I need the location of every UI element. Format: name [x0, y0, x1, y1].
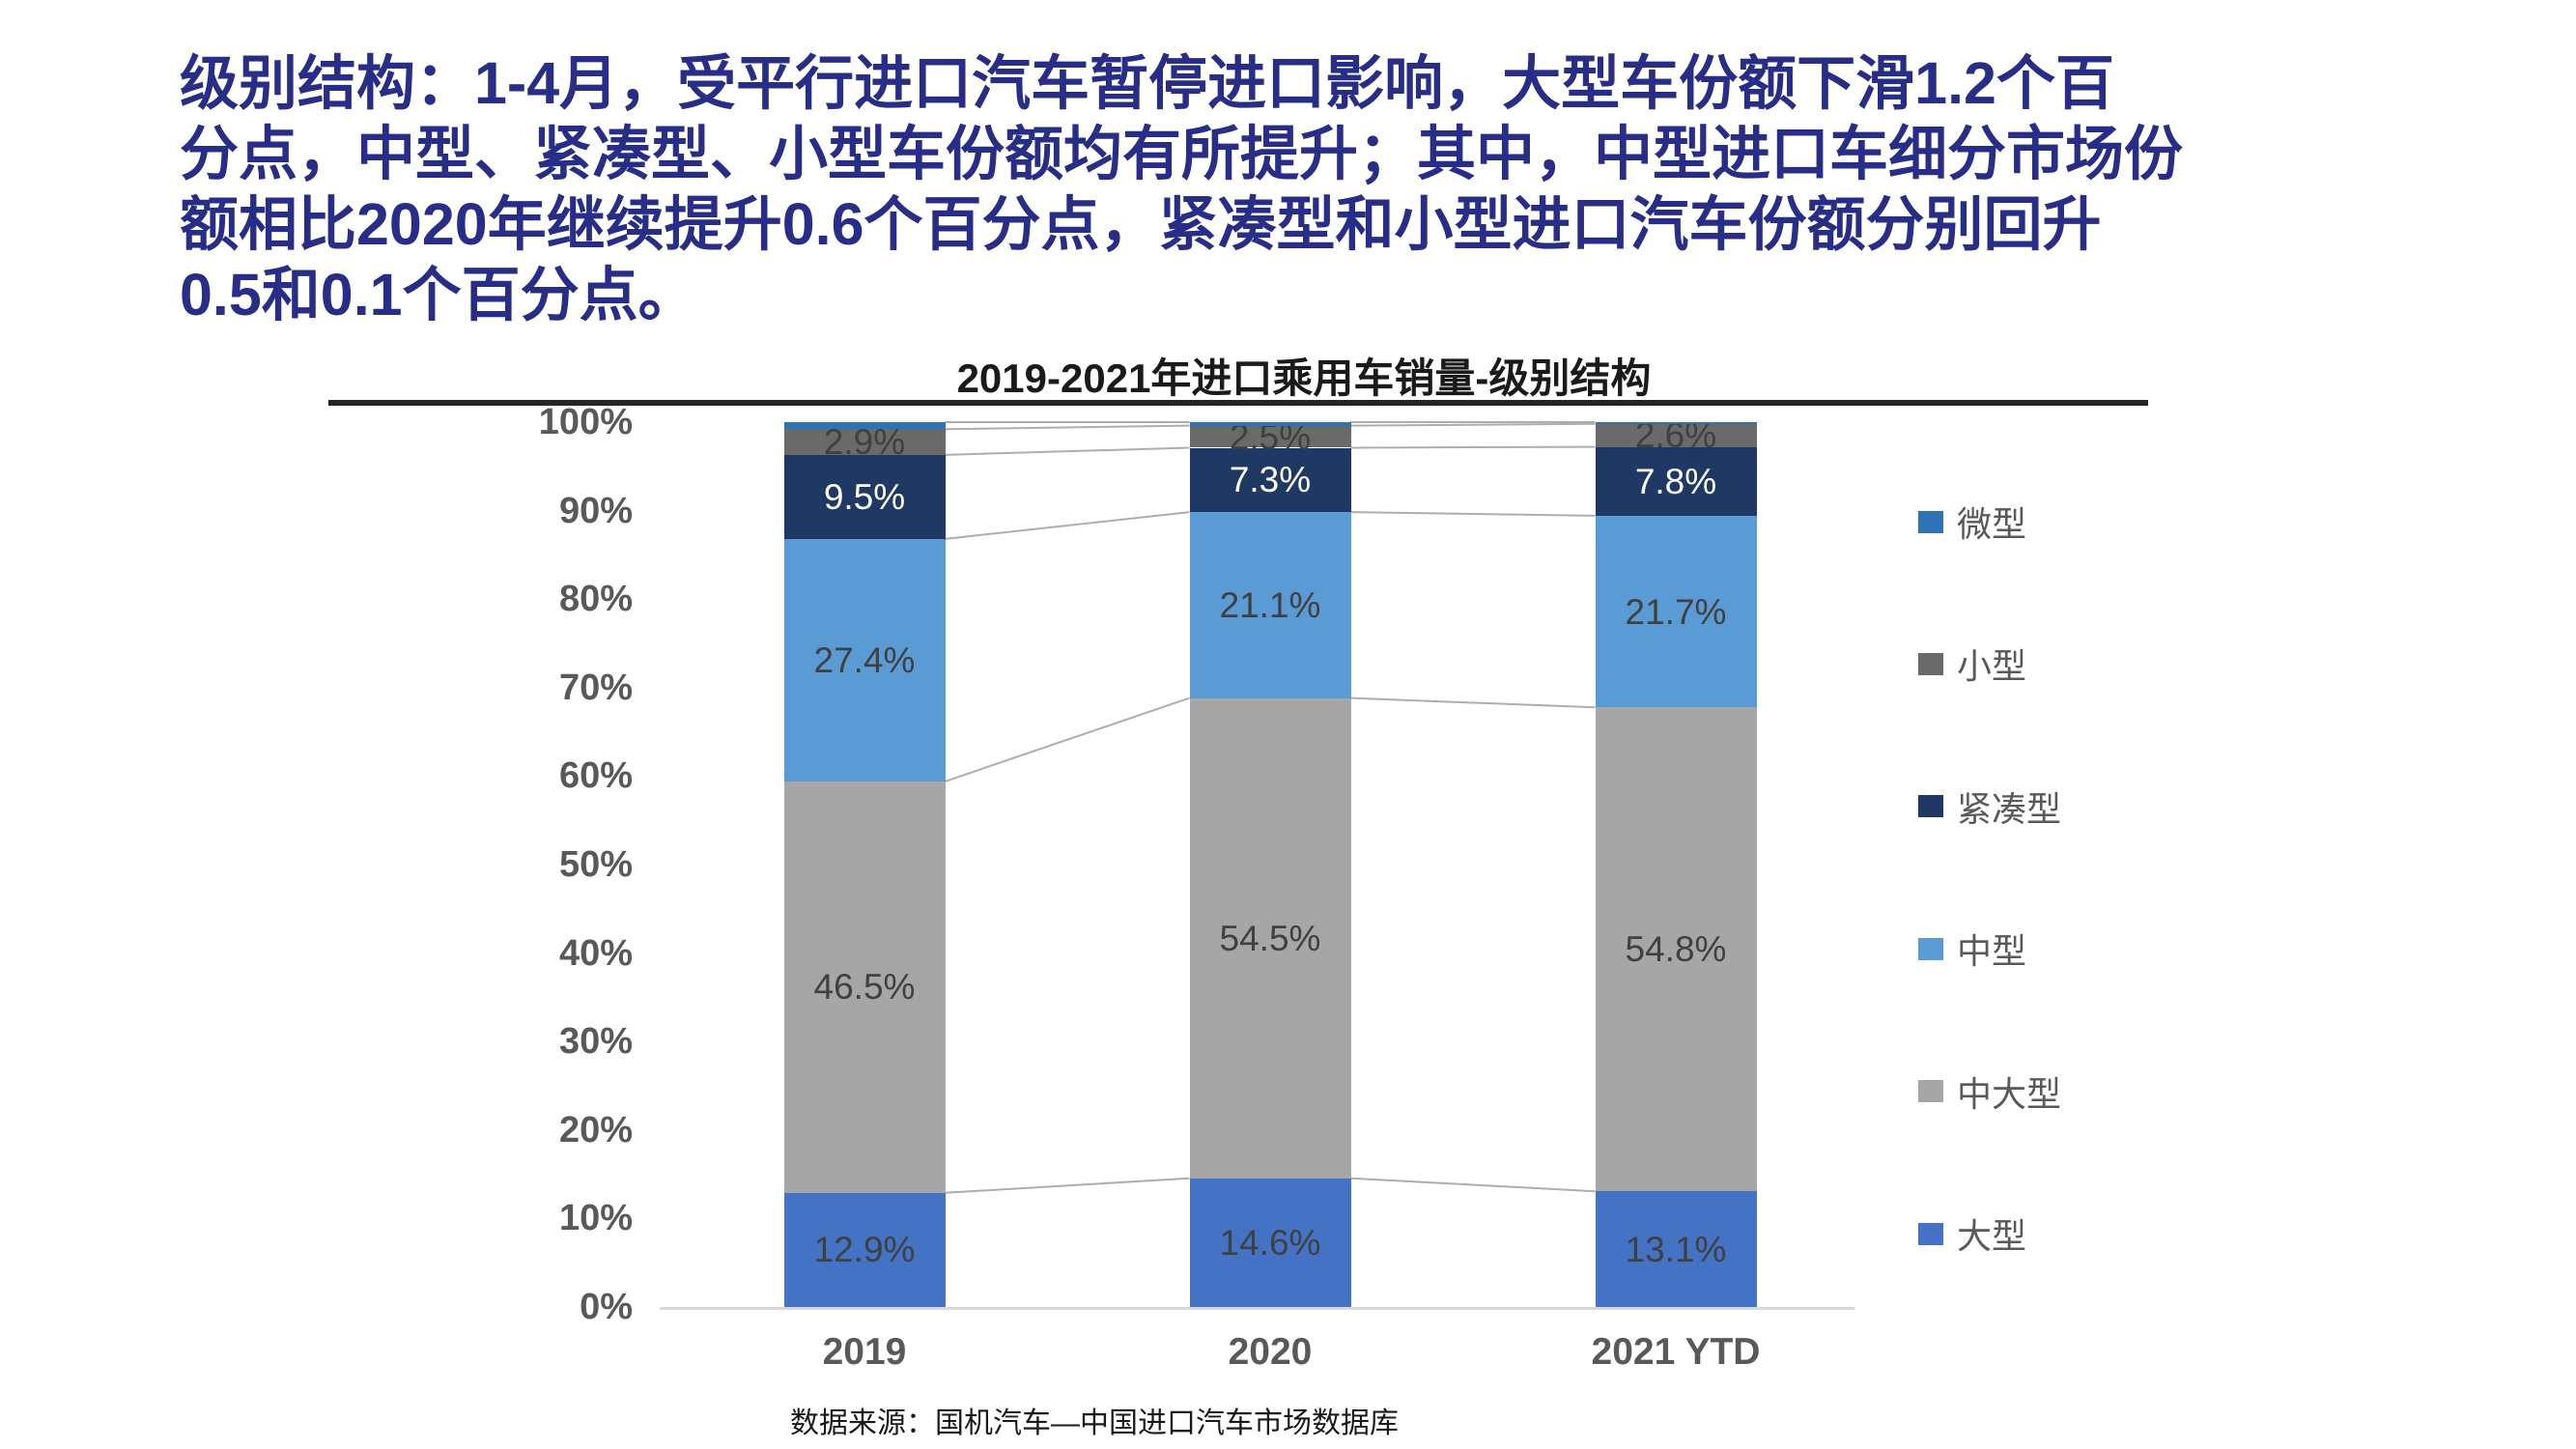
- series-connector-line: [945, 696, 1190, 782]
- data-label: 14.6%: [1219, 1222, 1321, 1263]
- data-label: 9.5%: [823, 476, 906, 517]
- x-axis-category-label: 2020: [1228, 1331, 1313, 1373]
- data-label: 7.3%: [1229, 460, 1312, 500]
- y-axis-tick-label: 20%: [558, 1109, 633, 1151]
- bar-segment: 13.1%: [1595, 1191, 1757, 1307]
- legend-label: 中型: [1957, 931, 2027, 972]
- bar-segment: 21.1%: [1189, 512, 1351, 698]
- series-connector-line: [1350, 445, 1596, 449]
- y-axis-tick-label: 0%: [580, 1287, 633, 1327]
- series-connector-line: [1350, 696, 1596, 709]
- headline-line-3: 额相比2020年继续提升0.6个百分点，紧凑型和小型进口汽车份额分别回升: [180, 191, 2102, 257]
- headline: 级别结构：1-4月，受平行进口汽车暂停进口影响，大型车份额下滑1.2个百 分点，…: [180, 48, 2498, 330]
- headline-line-4: 0.5和0.1个百分点。: [180, 262, 697, 327]
- bar-segment: 7.3%: [1189, 447, 1351, 513]
- legend-item: 大型: [1918, 1212, 2026, 1256]
- data-label: 27.4%: [813, 639, 916, 680]
- y-axis-tick-label: 30%: [558, 1021, 633, 1063]
- y-axis-tick-label: 100%: [538, 402, 633, 442]
- source-note: 数据来源：国机汽车—中国进口汽车市场数据库: [790, 1407, 1399, 1439]
- data-label: 21.1%: [1219, 584, 1321, 625]
- title-divider: [328, 400, 2148, 406]
- y-axis-tick-label: 60%: [558, 755, 633, 797]
- bar-segment: 9.5%: [783, 454, 946, 539]
- y-axis-tick-label: 40%: [558, 932, 633, 974]
- bar-segment: 46.5%: [783, 781, 946, 1193]
- series-connector-line: [945, 446, 1190, 456]
- series-connector-line: [1350, 1177, 1596, 1193]
- legend-swatch: [1918, 1080, 1943, 1103]
- data-label: 13.1%: [1625, 1229, 1727, 1269]
- series-connector-line: [1350, 511, 1596, 517]
- series-connector-line: [945, 1177, 1190, 1194]
- legend-swatch: [1918, 1222, 1943, 1245]
- legend-label: 中大型: [1957, 1073, 2062, 1114]
- x-axis-line: [660, 1307, 1854, 1310]
- y-axis-tick-label: 90%: [558, 490, 633, 531]
- legend-item: 紧凑型: [1918, 785, 2061, 829]
- headline-line-1: 级别结构：1-4月，受平行进口汽车暂停进口影响，大型车份额下滑1.2个百: [180, 50, 2114, 116]
- data-label: 54.8%: [1625, 929, 1727, 970]
- legend-swatch: [1918, 652, 1943, 675]
- data-label: 7.8%: [1634, 461, 1717, 501]
- data-label: 21.7%: [1625, 591, 1727, 632]
- legend-swatch: [1918, 510, 1943, 533]
- bar-segment: 2.9%: [783, 424, 946, 460]
- legend-label: 紧凑型: [1957, 788, 2062, 829]
- bar-segment: 54.5%: [1189, 697, 1351, 1179]
- legend-label: 微型: [1957, 504, 2027, 544]
- data-label: 46.5%: [813, 967, 916, 1008]
- series-connector-line: [945, 424, 1190, 431]
- bar-segment: 7.8%: [1595, 446, 1757, 516]
- bar-segment: [1189, 422, 1351, 426]
- data-label: 12.9%: [813, 1230, 916, 1270]
- legend-label: 小型: [1957, 646, 2027, 687]
- bar-segment: [783, 422, 946, 430]
- y-axis-tick-label: 10%: [558, 1198, 633, 1239]
- x-axis-category-label: 2019: [822, 1331, 907, 1373]
- bar-segment: 2.5%: [1189, 419, 1351, 455]
- data-label: 2.9%: [823, 422, 906, 463]
- legend-item: 小型: [1918, 642, 2026, 686]
- bar-segment: 54.8%: [1595, 707, 1757, 1192]
- legend-swatch: [1918, 937, 1943, 960]
- chart-title: 2019-2021年进口乘用车销量-级别结构: [956, 355, 1652, 401]
- data-label: 54.5%: [1219, 918, 1321, 958]
- x-axis-category-label: 2021 YTD: [1591, 1331, 1761, 1373]
- legend-label: 大型: [1957, 1216, 2027, 1256]
- headline-line-2: 分点，中型、紧凑型、小型车份额均有所提升；其中，中型进口车细分市场份: [180, 121, 2184, 186]
- series-connector-line: [1350, 422, 1596, 427]
- bar-segment: 27.4%: [783, 538, 946, 781]
- bar-segment: [1595, 422, 1757, 424]
- y-axis-tick-label: 70%: [558, 667, 633, 708]
- bar-segment: 21.7%: [1595, 515, 1757, 708]
- legend-swatch: [1918, 795, 1943, 818]
- legend-item: 微型: [1918, 500, 2026, 544]
- y-axis-tick-label: 80%: [558, 579, 633, 620]
- bar-segment: 12.9%: [783, 1192, 946, 1307]
- series-connector-line: [945, 511, 1190, 540]
- legend-item: 中大型: [1918, 1070, 2061, 1114]
- legend-item: 中型: [1918, 927, 2026, 971]
- y-axis-tick-label: 50%: [558, 844, 633, 885]
- bar-segment: 14.6%: [1189, 1178, 1351, 1307]
- bar-segment: 2.6%: [1595, 417, 1757, 453]
